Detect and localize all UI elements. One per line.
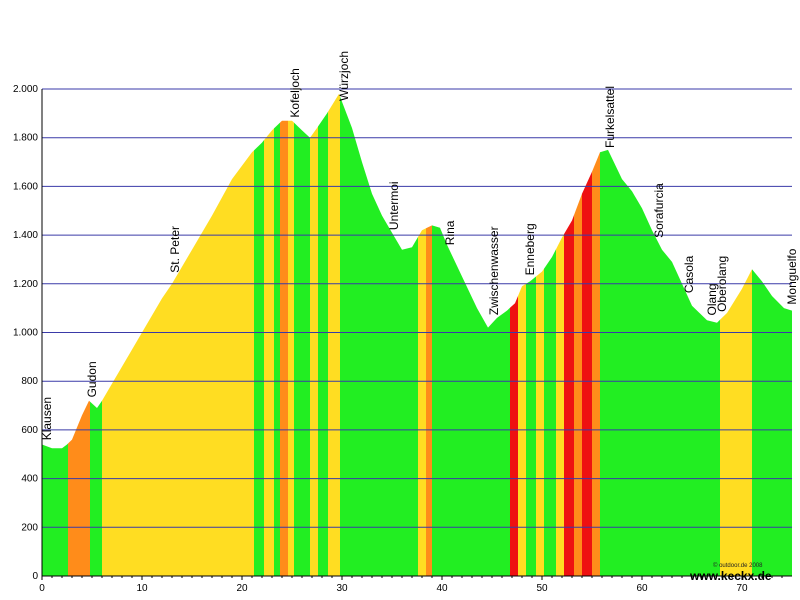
x-tick-label: 30 xyxy=(336,583,348,594)
place-label: Oberolang xyxy=(715,256,729,312)
gradient-band-15 xyxy=(426,225,432,576)
place-label: Sorafurcia xyxy=(652,183,666,238)
place-label: St. Peter xyxy=(168,226,182,273)
x-tick-label: 40 xyxy=(436,583,448,594)
place-label: Monguelfo xyxy=(785,248,799,304)
y-tick-label: 1.200 xyxy=(13,279,38,290)
x-tick-label: 0 xyxy=(39,583,45,594)
place-label: Enneberg xyxy=(523,223,537,275)
y-tick-label: 1.000 xyxy=(13,328,38,339)
place-label: Olang xyxy=(705,283,719,315)
y-tick-label: 1.400 xyxy=(13,230,38,241)
gradient-band-6 xyxy=(274,122,280,576)
y-tick-label: 1.600 xyxy=(13,181,38,192)
gradient-band-16 xyxy=(432,225,510,576)
x-tick-label: 20 xyxy=(236,583,248,594)
y-tick-label: 400 xyxy=(21,474,38,485)
gradient-band-13 xyxy=(340,96,418,576)
gradient-band-11 xyxy=(318,111,328,576)
gradient-band-0 xyxy=(42,443,68,576)
gradient-band-17 xyxy=(510,296,518,576)
y-tick-label: 200 xyxy=(21,522,38,533)
place-label: Rina xyxy=(443,220,457,245)
axes: 02004006008001.0001.2001.4001.6001.8002.… xyxy=(13,84,792,594)
gradient-band-1 xyxy=(68,400,90,576)
place-label: Casola xyxy=(682,255,696,293)
gradient-band-21 xyxy=(544,249,556,576)
gradient-band-19 xyxy=(526,276,536,576)
gradient-band-10 xyxy=(310,126,318,576)
gradient-band-4 xyxy=(254,140,264,576)
gradient-bands xyxy=(42,93,792,577)
gradient-band-23 xyxy=(564,215,574,576)
copyright-text: © outdoor.de 2008 xyxy=(713,562,763,569)
gradient-band-2 xyxy=(90,400,102,576)
gradient-band-28 xyxy=(720,269,752,576)
y-tick-label: 0 xyxy=(32,571,38,582)
website-text: www.keckx.de xyxy=(689,569,772,583)
gradient-band-29 xyxy=(752,269,792,576)
y-tick-label: 1.800 xyxy=(13,133,38,144)
gradient-band-5 xyxy=(264,128,274,576)
x-tick-label: 70 xyxy=(736,583,748,594)
gradient-band-20 xyxy=(536,268,544,576)
place-label: Würzjoch xyxy=(337,51,351,101)
place-label: Furkelsattel xyxy=(603,86,617,148)
x-tick-label: 60 xyxy=(636,583,648,594)
place-label: Zwischenwasser xyxy=(487,226,501,315)
gradient-band-8 xyxy=(288,120,294,576)
gradient-band-9 xyxy=(294,122,310,576)
gradient-band-3 xyxy=(102,150,254,576)
place-label: Klausen xyxy=(40,397,54,440)
y-tick-label: 2.000 xyxy=(13,84,38,95)
gradient-band-14 xyxy=(418,228,426,577)
gradient-band-12 xyxy=(328,93,340,577)
gradient-band-22 xyxy=(556,234,564,576)
gradient-band-27 xyxy=(600,149,720,576)
grid-lines xyxy=(42,88,792,528)
place-label: Gudon xyxy=(85,361,99,397)
y-tick-label: 600 xyxy=(21,425,38,436)
y-tick-label: 800 xyxy=(21,376,38,387)
gradient-band-25 xyxy=(582,171,592,577)
gradient-band-26 xyxy=(592,152,600,577)
place-labels: Klausen Gudon St. Peter Kofeljoch Würzjoch Un… xyxy=(40,51,799,440)
x-tick-label: 10 xyxy=(136,583,148,594)
place-label: Untermoi xyxy=(387,181,401,230)
x-tick-label: 50 xyxy=(536,583,548,594)
place-label: Kofeljoch xyxy=(288,68,302,117)
gradient-band-7 xyxy=(280,120,288,576)
gradient-band-24 xyxy=(574,193,582,576)
